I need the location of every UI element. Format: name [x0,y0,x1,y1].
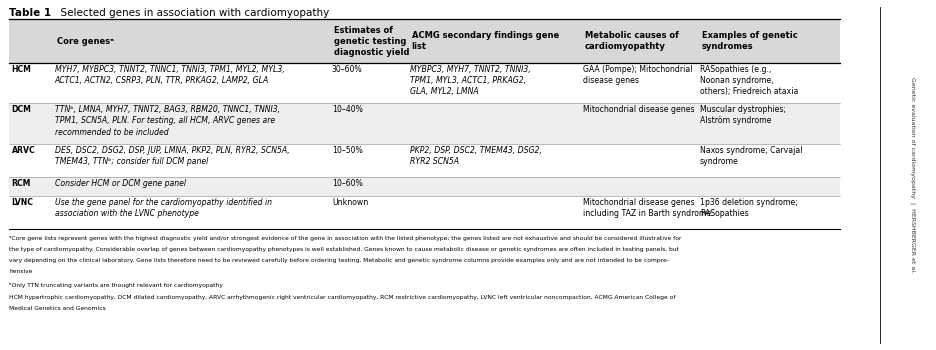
Text: Estimates of
genetic testing
diagnostic yield: Estimates of genetic testing diagnostic … [334,26,409,57]
Text: HCM hypertrophic cardiomyopathy, DCM dilated cardiomyopathy, ARVC arrhythmogenic: HCM hypertrophic cardiomyopathy, DCM dil… [9,295,676,300]
Text: Core genesᵃ: Core genesᵃ [57,37,113,46]
Text: Mitochondrial disease genes
including TAZ in Barth syndrome: Mitochondrial disease genes including TA… [583,198,711,218]
Text: 10–60%: 10–60% [332,179,363,188]
Text: Consider HCM or DCM gene panel: Consider HCM or DCM gene panel [55,179,186,188]
Text: Muscular dystrophies;
Alström syndrome: Muscular dystrophies; Alström syndrome [700,105,786,125]
Text: Medical Genetics and Genomics: Medical Genetics and Genomics [9,306,106,311]
Text: Unknown: Unknown [332,198,368,207]
Text: 30–60%: 30–60% [332,65,362,74]
Text: the type of cardiomyopathy. Considerable overlap of genes between cardiomyopathy: the type of cardiomyopathy. Considerable… [9,247,679,252]
Text: DCM: DCM [11,105,32,114]
Text: LVNC: LVNC [11,198,34,207]
Text: Use the gene panel for the cardiomyopathy identified in
association with the LVN: Use the gene panel for the cardiomyopath… [55,198,271,218]
Text: Mitochondrial disease genes: Mitochondrial disease genes [583,105,695,114]
Text: ARVC: ARVC [11,146,36,155]
Text: Selected genes in association with cardiomyopathy: Selected genes in association with cardi… [54,8,329,18]
Text: MYBPC3, MYH7, TNNT2, TNNI3,
TPM1, MYL3, ACTC1, PRKAG2,
GLA, MYL2, LMNA: MYBPC3, MYH7, TNNT2, TNNI3, TPM1, MYL3, … [410,65,531,96]
Bar [9,103,841,144]
Text: PKP2, DSP, DSC2, TMEM43, DSG2,
RYR2 SCN5A: PKP2, DSP, DSC2, TMEM43, DSG2, RYR2 SCN5… [410,146,542,166]
Text: RASopathies (e.g.,
Noonan syndrome,
others); Friedreich ataxia: RASopathies (e.g., Noonan syndrome, othe… [700,65,798,96]
Text: Table 1: Table 1 [9,8,51,18]
Text: ACMG secondary findings gene
list: ACMG secondary findings gene list [412,31,559,51]
Text: vary depending on the clinical laboratory. Gene lists therefore need to be revie: vary depending on the clinical laborator… [9,258,669,263]
Bar [9,196,841,229]
Text: ᵇOnly TTN truncating variants are thought relevant for cardiomyopathy: ᵇOnly TTN truncating variants are though… [9,282,223,288]
Text: Examples of genetic
syndromes: Examples of genetic syndromes [702,31,797,51]
Text: GAA (Pompe); Mitochondrial
disease genes: GAA (Pompe); Mitochondrial disease genes [583,65,693,85]
Text: Metabolic causes of
cardiomyopathty: Metabolic causes of cardiomyopathty [585,31,679,51]
Text: 10–40%: 10–40% [332,105,363,114]
Text: TTNᵇ, LMNA, MYH7, TNNT2, BAG3, RBM20, TNNC1, TNNI3,
TPM1, SCN5A, PLN. For testin: TTNᵇ, LMNA, MYH7, TNNT2, BAG3, RBM20, TN… [55,105,280,136]
Text: 1p36 deletion syndrome;
RASopathies: 1p36 deletion syndrome; RASopathies [700,198,797,218]
Text: 10–50%: 10–50% [332,146,363,155]
Text: HCM: HCM [11,65,32,74]
Text: Naxos syndrome; Carvajal
syndrome: Naxos syndrome; Carvajal syndrome [700,146,802,166]
Text: RCM: RCM [11,179,31,188]
Text: ᵃCore gene lists represent genes with the highest diagnostic yield and/or strong: ᵃCore gene lists represent genes with th… [9,236,681,240]
Text: MYH7, MYBPC3, TNNT2, TNNC1, TNNI3, TPM1, MYL2, MYL3,
ACTC1, ACTN2, CSRP3, PLN, T: MYH7, MYBPC3, TNNT2, TNNC1, TNNI3, TPM1,… [55,65,285,85]
Bar [9,144,841,177]
Bar [9,177,841,196]
Text: Genetic evaluation of cardiomyopathy  |  HERSHBERGER et al.: Genetic evaluation of cardiomyopathy | H… [911,77,915,273]
Text: DES, DSC2, DSG2, DSP, JUP, LMNA, PKP2, PLN, RYR2, SCN5A,
TMEM43, TTNᵇ; consider : DES, DSC2, DSG2, DSP, JUP, LMNA, PKP2, P… [55,146,289,166]
Text: hensive: hensive [9,269,33,274]
Bar [9,19,841,63]
Bar [9,63,841,103]
